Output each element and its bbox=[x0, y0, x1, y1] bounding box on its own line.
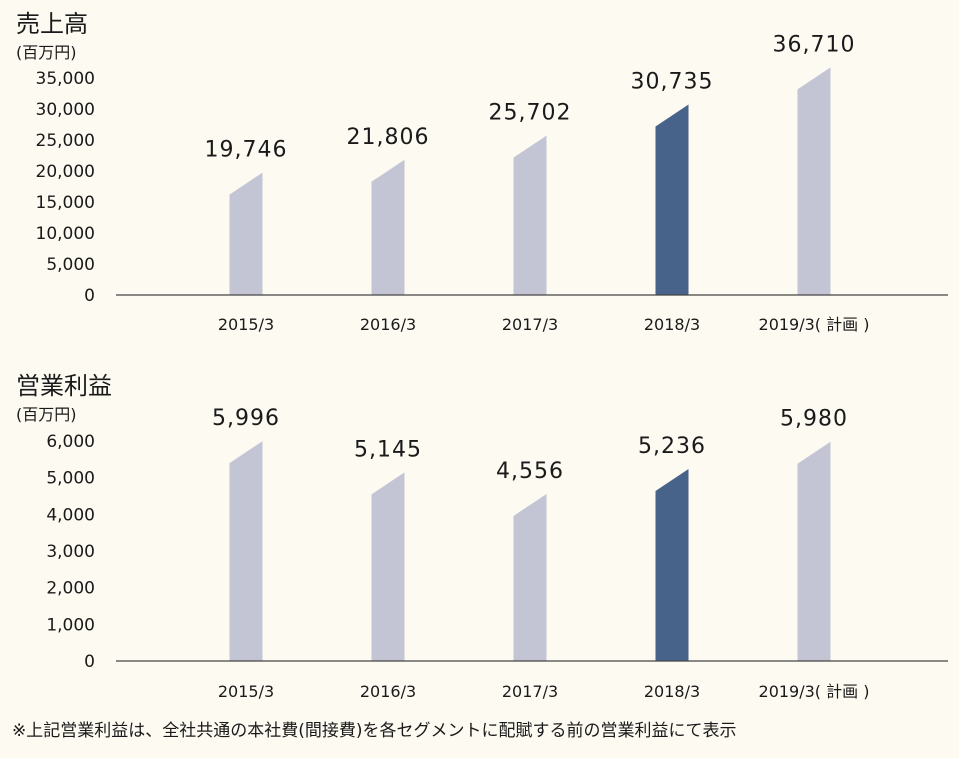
x-tick-label: 2017/3 bbox=[502, 682, 558, 701]
y-tick-label: 0 bbox=[84, 652, 95, 672]
y-tick-label: 10,000 bbox=[36, 224, 95, 244]
sales-chart: 売上高 (百万円) 0 5,000 10,000 15,000 20,000 25,000… bbox=[16, 10, 948, 334]
bar bbox=[513, 493, 547, 661]
y-tick-label: 4,000 bbox=[46, 505, 95, 525]
data-label: 5,996 bbox=[212, 406, 280, 431]
x-tick-label: 2019/3( 計画 ) bbox=[759, 682, 870, 701]
y-tick-label: 20,000 bbox=[36, 162, 95, 182]
x-tick-label: 2019/3( 計画 ) bbox=[759, 315, 870, 334]
y-tick-label: 5,000 bbox=[46, 469, 95, 489]
data-label: 19,746 bbox=[205, 138, 288, 163]
data-label: 25,702 bbox=[489, 101, 572, 126]
x-tick-label: 2018/3 bbox=[644, 315, 700, 334]
chart-title: 売上高 bbox=[16, 10, 88, 38]
y-tick-label: 0 bbox=[84, 286, 95, 306]
x-tick-label: 2018/3 bbox=[644, 682, 700, 701]
data-label: 30,735 bbox=[631, 69, 714, 94]
y-tick-label: 25,000 bbox=[36, 131, 95, 151]
chart-title: 営業利益 bbox=[16, 372, 112, 400]
y-tick-label: 1,000 bbox=[46, 615, 95, 635]
y-tick-label: 2,000 bbox=[46, 579, 95, 599]
y-tick-label: 6,000 bbox=[46, 432, 95, 452]
y-unit-label: (百万円) bbox=[16, 43, 77, 62]
y-tick-label: 35,000 bbox=[36, 69, 95, 89]
bar bbox=[655, 469, 689, 661]
x-tick-label: 2017/3 bbox=[502, 315, 558, 334]
y-tick-label: 30,000 bbox=[36, 100, 95, 120]
data-label: 5,145 bbox=[354, 437, 422, 462]
x-tick-label: 2015/3 bbox=[218, 315, 274, 334]
bar bbox=[797, 441, 831, 661]
data-label: 5,980 bbox=[780, 407, 848, 432]
bar bbox=[655, 104, 689, 296]
data-label: 21,806 bbox=[347, 125, 430, 150]
y-tick-label: 3,000 bbox=[46, 542, 95, 562]
bar bbox=[513, 135, 547, 295]
x-tick-label: 2015/3 bbox=[218, 682, 274, 701]
operating-income-chart: 営業利益 (百万円) 0 1,000 2,000 3,000 4,000 5,000 6,0… bbox=[16, 372, 948, 701]
data-label: 36,710 bbox=[773, 32, 856, 57]
y-tick-label: 5,000 bbox=[46, 255, 95, 275]
bar bbox=[371, 472, 405, 661]
x-tick-label: 2016/3 bbox=[360, 315, 416, 334]
y-unit-label: (百万円) bbox=[16, 405, 77, 424]
bar bbox=[797, 67, 831, 295]
bar bbox=[229, 441, 263, 661]
footnote: ※上記営業利益は、全社共通の本社費(間接費)を各セグメントに配賦する前の営業利益… bbox=[12, 721, 737, 741]
y-tick-label: 15,000 bbox=[36, 193, 95, 213]
bar bbox=[371, 159, 405, 295]
data-label: 5,236 bbox=[638, 434, 706, 459]
bar bbox=[229, 172, 263, 295]
data-label: 4,556 bbox=[496, 459, 564, 484]
x-tick-label: 2016/3 bbox=[360, 682, 416, 701]
